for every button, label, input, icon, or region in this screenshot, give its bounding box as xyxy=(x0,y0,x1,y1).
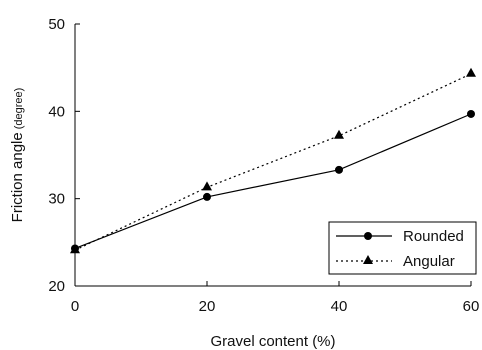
y-axis-title-main: Friction angle xyxy=(9,132,26,222)
x-tick-label: 0 xyxy=(71,298,79,315)
series-layer xyxy=(70,67,476,254)
data-point-angular xyxy=(466,67,476,77)
legend-marker-rounded xyxy=(364,232,372,240)
y-axis-ticks: 20 30 40 50 xyxy=(48,16,80,295)
x-tick-label: 20 xyxy=(199,298,216,315)
y-tick-label: 50 xyxy=(48,16,65,33)
series-line-angular xyxy=(74,73,472,251)
y-axis-title-unit: (degree) xyxy=(13,88,25,130)
legend-label-angular: Angular xyxy=(403,253,455,270)
series-line-rounded xyxy=(74,113,472,249)
x-tick-label: 60 xyxy=(463,298,480,315)
plot-frame xyxy=(74,24,471,287)
x-tick-label: 40 xyxy=(331,298,348,315)
data-point-rounded xyxy=(467,109,475,118)
y-axis-title: Friction angle (degree) xyxy=(9,88,26,223)
y-tick-label: 20 xyxy=(48,278,65,295)
data-point-angular xyxy=(334,129,344,139)
data-point-angular xyxy=(202,181,212,191)
x-axis-title: Gravel content (%) xyxy=(210,333,335,350)
y-tick-label: 30 xyxy=(48,191,65,208)
y-tick-label: 40 xyxy=(48,103,65,120)
legend-label-rounded: Rounded xyxy=(403,228,464,245)
data-point-angular xyxy=(70,244,80,254)
data-point-rounded xyxy=(203,192,211,201)
legend-marker-angular xyxy=(363,255,373,264)
legend: Rounded Angular xyxy=(328,221,477,275)
x-axis-ticks: 0 20 40 60 xyxy=(71,281,480,315)
data-point-rounded xyxy=(335,165,343,174)
legend-box xyxy=(328,221,477,275)
